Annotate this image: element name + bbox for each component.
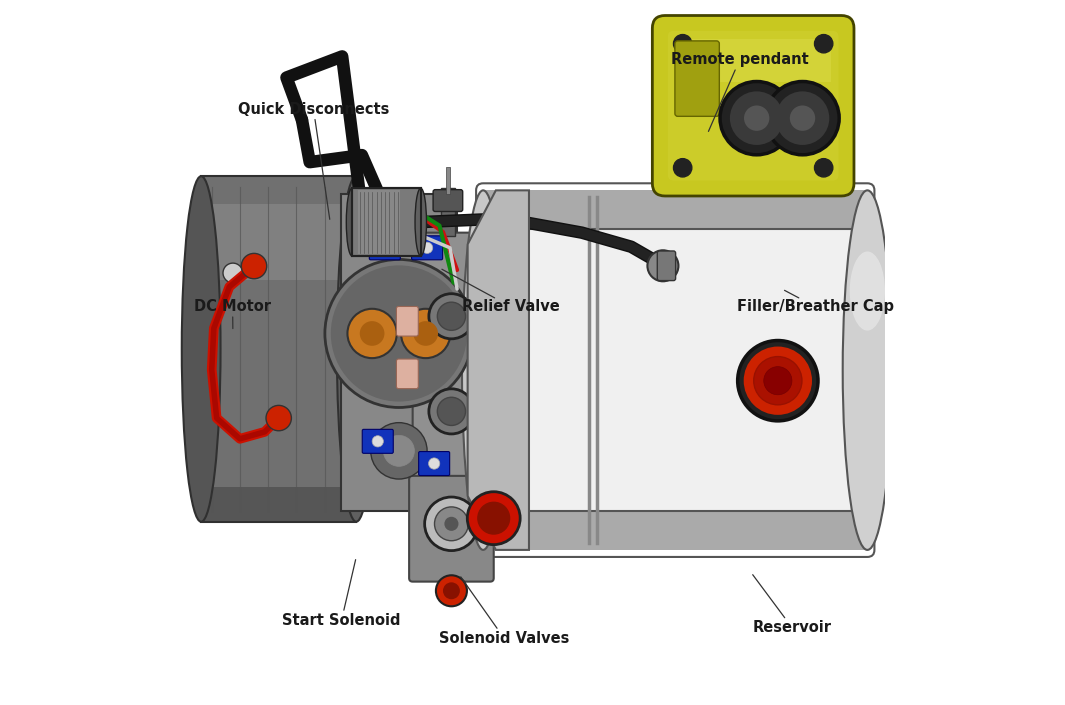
Polygon shape: [468, 190, 529, 550]
Circle shape: [730, 92, 784, 145]
Bar: [484, 511, 867, 550]
FancyBboxPatch shape: [657, 251, 675, 281]
Circle shape: [429, 389, 474, 434]
FancyBboxPatch shape: [412, 233, 490, 490]
Circle shape: [438, 302, 465, 331]
FancyBboxPatch shape: [409, 476, 494, 582]
Circle shape: [438, 397, 465, 426]
FancyBboxPatch shape: [396, 307, 419, 336]
Circle shape: [242, 253, 266, 278]
Circle shape: [744, 106, 769, 131]
Circle shape: [673, 35, 692, 53]
Circle shape: [428, 458, 440, 470]
Circle shape: [383, 435, 414, 467]
Circle shape: [331, 265, 468, 402]
Ellipse shape: [337, 176, 376, 522]
Text: Relief Valve: Relief Valve: [442, 269, 560, 314]
Bar: [201, 487, 357, 522]
Bar: [201, 204, 357, 280]
Text: DC Motor: DC Motor: [194, 299, 272, 329]
FancyBboxPatch shape: [433, 190, 462, 212]
Circle shape: [436, 575, 466, 606]
FancyBboxPatch shape: [411, 235, 443, 259]
FancyBboxPatch shape: [675, 41, 719, 116]
Circle shape: [379, 242, 391, 253]
Circle shape: [425, 497, 478, 551]
Bar: [353, 188, 421, 256]
FancyBboxPatch shape: [370, 235, 400, 259]
Circle shape: [371, 422, 427, 479]
Circle shape: [766, 82, 839, 155]
Text: Start Solenoid: Start Solenoid: [282, 560, 400, 628]
Circle shape: [360, 321, 384, 345]
Ellipse shape: [182, 176, 220, 522]
Circle shape: [429, 294, 474, 339]
Circle shape: [790, 106, 815, 131]
Bar: [484, 190, 867, 229]
Circle shape: [815, 35, 833, 53]
Circle shape: [266, 405, 292, 431]
Circle shape: [325, 259, 473, 407]
Circle shape: [422, 242, 432, 253]
Circle shape: [223, 263, 243, 283]
Circle shape: [402, 309, 450, 358]
Bar: [446, 167, 450, 194]
Ellipse shape: [415, 188, 426, 256]
Text: Reservoir: Reservoir: [753, 575, 832, 635]
FancyBboxPatch shape: [419, 451, 449, 475]
Circle shape: [738, 341, 818, 421]
Circle shape: [347, 309, 397, 358]
Bar: [441, 188, 455, 236]
Circle shape: [468, 491, 520, 544]
Ellipse shape: [850, 252, 885, 331]
Circle shape: [435, 507, 469, 541]
Text: Solenoid Valves: Solenoid Valves: [439, 577, 569, 646]
Ellipse shape: [346, 188, 358, 256]
Ellipse shape: [842, 190, 892, 550]
Circle shape: [444, 517, 458, 531]
Circle shape: [764, 367, 792, 395]
FancyBboxPatch shape: [668, 31, 838, 180]
Circle shape: [478, 502, 509, 534]
Ellipse shape: [462, 190, 505, 550]
Circle shape: [720, 82, 793, 155]
Bar: [675, 39, 831, 82]
Circle shape: [673, 159, 692, 177]
FancyBboxPatch shape: [362, 429, 393, 453]
Circle shape: [443, 582, 460, 599]
Bar: [353, 188, 421, 256]
Text: Remote pendant: Remote pendant: [671, 52, 808, 131]
Circle shape: [775, 92, 830, 145]
Circle shape: [413, 321, 438, 345]
Text: Filler/Breather Cap: Filler/Breather Cap: [737, 290, 894, 314]
FancyBboxPatch shape: [653, 16, 854, 196]
Circle shape: [815, 159, 833, 177]
Bar: [484, 229, 867, 511]
Circle shape: [648, 250, 678, 281]
Text: Quick Disconnects: Quick Disconnects: [237, 102, 389, 219]
Bar: [201, 176, 357, 522]
Bar: [358, 190, 400, 255]
Circle shape: [372, 436, 383, 447]
FancyBboxPatch shape: [396, 359, 419, 388]
Bar: [341, 194, 457, 511]
Circle shape: [743, 347, 812, 415]
Circle shape: [754, 357, 802, 405]
